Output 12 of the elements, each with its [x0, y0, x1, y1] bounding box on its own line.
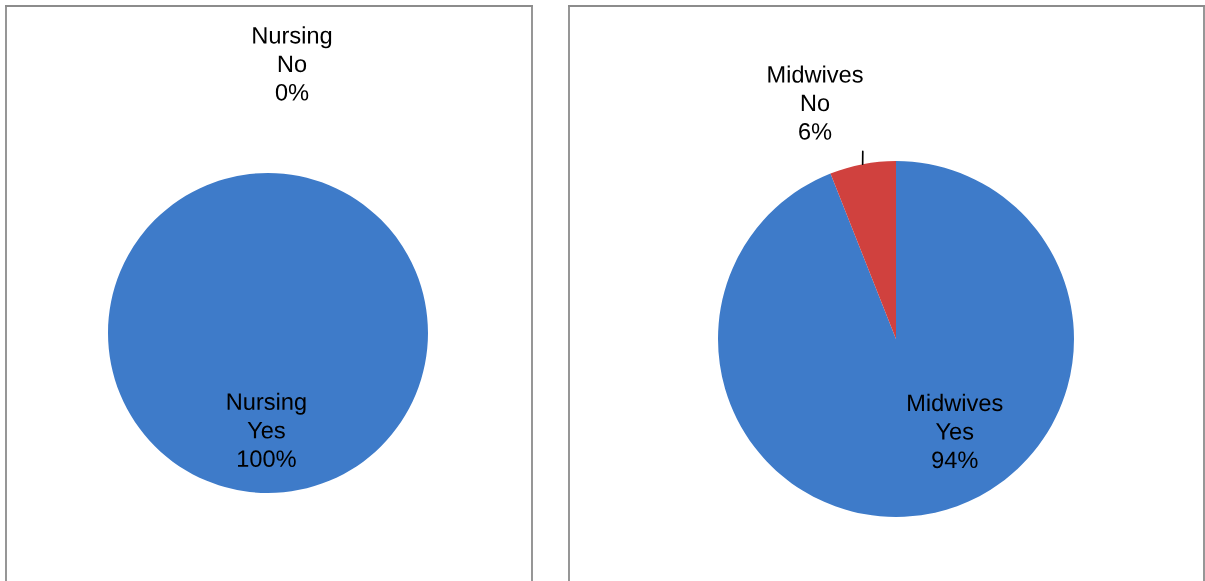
text: 0% [275, 83, 309, 101]
data-label: 94% [932, 451, 978, 469]
text: Nursing [253, 26, 332, 49]
category-label: No [278, 55, 307, 73]
text: Midwives [768, 65, 863, 83]
slice-label: No [801, 94, 830, 112]
slice-label: Yes [935, 423, 974, 440]
slice-label: Midwives [908, 393, 1003, 412]
data-label: 6% [799, 123, 832, 140]
slice-label: Nursing [227, 392, 306, 415]
data-label: 100% [238, 450, 296, 468]
slice-label: Yes [247, 422, 285, 439]
